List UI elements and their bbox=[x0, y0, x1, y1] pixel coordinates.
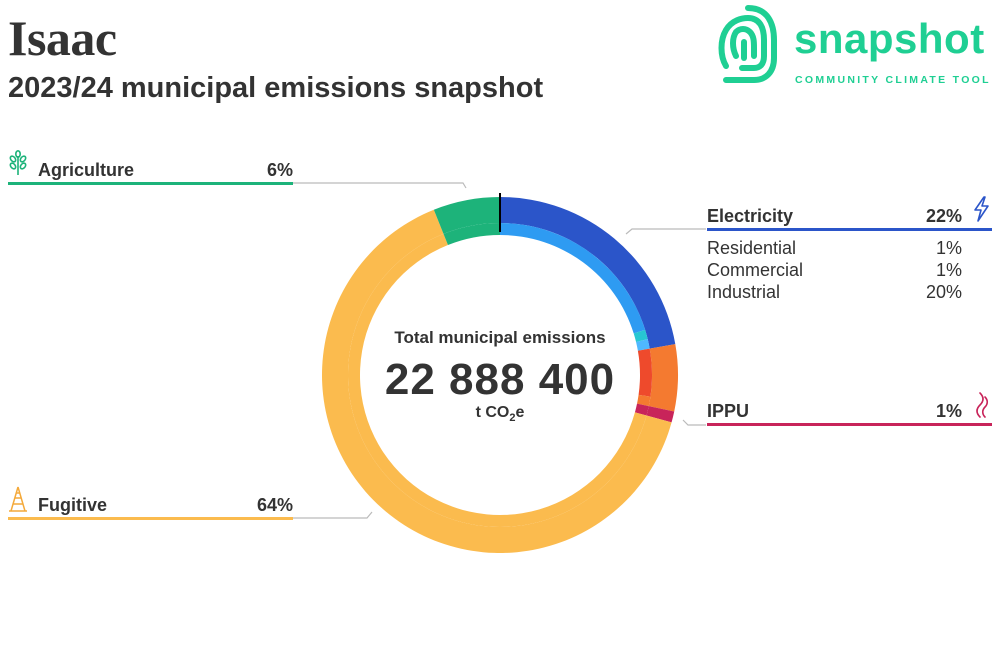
agriculture-percent: 6% bbox=[266, 160, 293, 180]
electricity-sub-percent: 1% bbox=[935, 260, 962, 280]
electricity-sub-label: Industrial bbox=[707, 282, 781, 302]
ippu-label: IPPU bbox=[707, 401, 750, 421]
total-unit: t CO2e bbox=[475, 404, 525, 425]
page-title: Isaac bbox=[8, 10, 117, 66]
electricity-sub-percent: 1% bbox=[935, 238, 962, 258]
lightning-icon bbox=[974, 196, 989, 222]
total-label: Total municipal emissions bbox=[394, 328, 606, 347]
electricity-sub-label: Residential bbox=[707, 238, 797, 258]
smoke-icon bbox=[976, 392, 989, 418]
outer-ring bbox=[322, 197, 679, 553]
electricity-sub-label: Commercial bbox=[707, 260, 804, 280]
ippu-rule bbox=[707, 423, 992, 426]
wheat-icon bbox=[9, 150, 27, 175]
fingerprint-logo-icon bbox=[718, 5, 777, 83]
outer-slice-transport bbox=[648, 344, 679, 412]
snapshot-logo: snapshot COMMUNITY CLIMATE TOOL bbox=[712, 0, 1000, 92]
inner-slice-agriculture bbox=[443, 223, 500, 246]
electricity-label: Electricity bbox=[707, 206, 794, 226]
electricity-rule bbox=[707, 228, 992, 231]
page-subtitle: 2023/24 municipal emissions snapshot bbox=[8, 72, 544, 104]
inner-slice-electricity-residential bbox=[636, 339, 650, 351]
total-value: 22 888 400 bbox=[384, 355, 616, 404]
inner-slice-transport-road bbox=[637, 348, 652, 397]
logo-tagline: COMMUNITY CLIMATE TOOL bbox=[795, 74, 991, 86]
agriculture-label: Agriculture bbox=[38, 160, 135, 180]
outer-slice-agriculture bbox=[433, 197, 500, 234]
ippu-percent: 1% bbox=[935, 401, 962, 421]
ippu-leader-line bbox=[682, 419, 706, 426]
oil-rig-icon bbox=[9, 486, 27, 512]
electricity-leader-line bbox=[625, 228, 706, 235]
fugitive-percent: 64% bbox=[256, 495, 293, 515]
agriculture-leader-line bbox=[293, 182, 467, 189]
agriculture-rule bbox=[8, 182, 293, 185]
outer-slice-ippu bbox=[646, 406, 675, 423]
electricity-sub-percent: 20% bbox=[925, 282, 962, 302]
fugitive-leader-line bbox=[293, 511, 373, 519]
outer-slice-electricity bbox=[500, 197, 676, 349]
inner-slice-ippu bbox=[634, 403, 649, 416]
inner-slice-transport-other bbox=[637, 394, 651, 407]
fugitive-label: Fugitive bbox=[38, 495, 108, 515]
inner-slice-electricity-commercial bbox=[633, 329, 648, 342]
electricity-percent: 22% bbox=[925, 206, 962, 226]
inner-ring bbox=[348, 223, 652, 527]
fugitive-rule bbox=[8, 517, 293, 520]
logo-wordmark: snapshot bbox=[794, 15, 985, 62]
inner-slice-electricity-industrial bbox=[500, 223, 646, 334]
